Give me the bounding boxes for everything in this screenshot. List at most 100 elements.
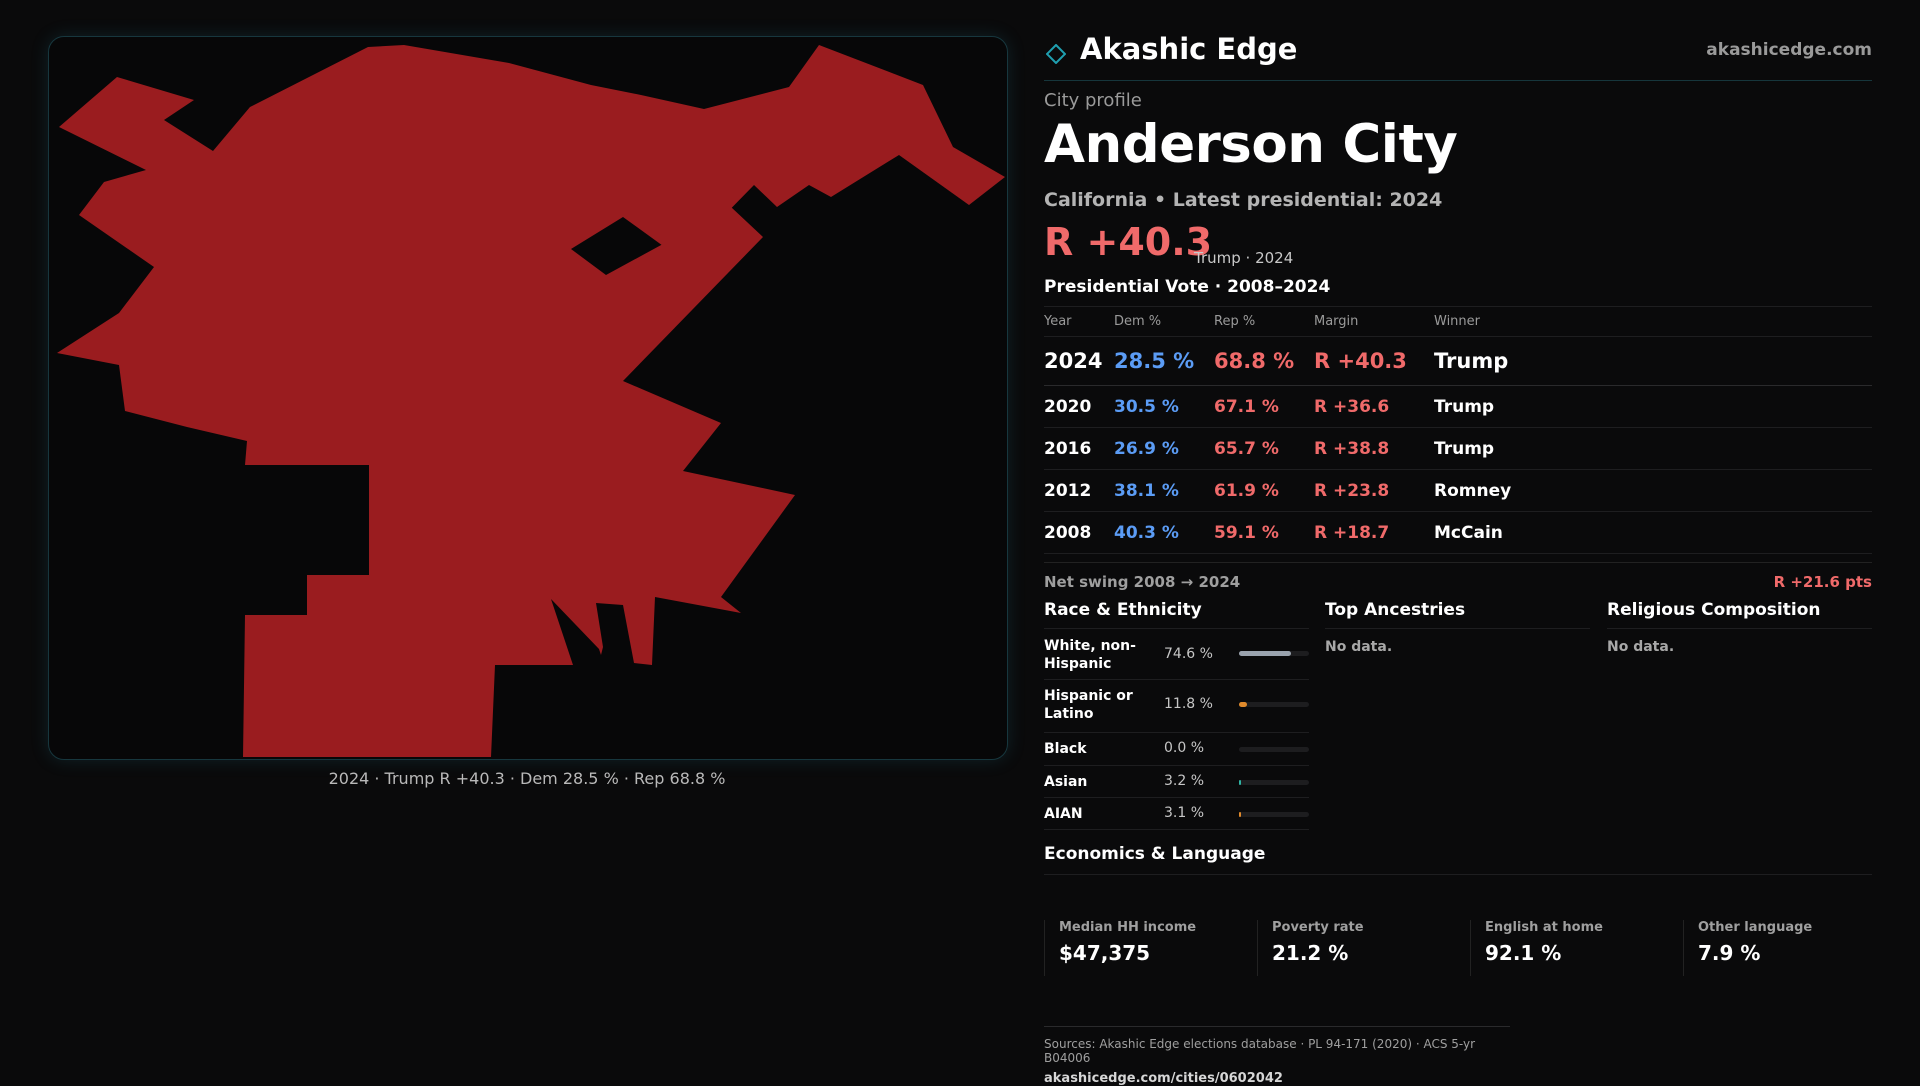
col-header-winner: Winner — [1434, 306, 1872, 337]
econ-label: English at home — [1485, 920, 1603, 935]
race-value: 11.8 % — [1164, 696, 1213, 712]
page-title: Anderson City — [1044, 114, 1458, 175]
race-bar-fill — [1239, 702, 1248, 707]
cell-winner: Trump — [1434, 385, 1872, 428]
econ-value: 7.9 % — [1698, 941, 1761, 965]
table-row: 2016 26.9 % 65.7 % R +38.8 Trump — [1044, 427, 1872, 470]
race-value: 0.0 % — [1164, 740, 1205, 756]
race-label: White, non-Hispanic — [1044, 638, 1136, 672]
cell-winner: McCain — [1434, 511, 1872, 554]
city-profile-panel: Akashic Edge akashicedge.com City profil… — [1044, 32, 1872, 1086]
cell-rep: 65.7 % — [1214, 427, 1314, 470]
cell-margin: R +38.8 — [1314, 427, 1434, 470]
ancestry-section: Top Ancestries No data. — [1325, 600, 1590, 655]
net-swing-value: R +21.6 pts — [1773, 573, 1872, 591]
econ-label: Other language — [1698, 920, 1813, 935]
race-bar-track — [1239, 747, 1309, 752]
race-section-title: Race & Ethnicity — [1044, 600, 1309, 629]
race-bar-track — [1239, 702, 1309, 707]
latest-margin: R +40.3 — [1044, 220, 1213, 264]
cell-winner: Trump — [1434, 427, 1872, 470]
cell-year: 2012 — [1044, 469, 1114, 512]
col-header-year: Year — [1044, 306, 1114, 337]
presidential-vote-table: Year Dem % Rep % Margin Winner 2024 28.5… — [1044, 306, 1872, 554]
table-row: 2024 28.5 % 68.8 % R +40.3 Trump — [1044, 336, 1872, 386]
col-header-rep: Rep % — [1214, 306, 1314, 337]
cell-dem: 38.1 % — [1114, 469, 1214, 512]
map-caption: 2024 · Trump R +40.3 · Dem 28.5 % · Rep … — [328, 769, 726, 788]
table-row: 2008 40.3 % 59.1 % R +18.7 McCain — [1044, 511, 1872, 554]
race-value: 3.1 % — [1164, 805, 1205, 821]
econ-value: 21.2 % — [1272, 941, 1349, 965]
ancestry-empty-text: No data. — [1325, 639, 1393, 655]
footer-url-link[interactable]: akashicedge.com/cities/0602042 — [1044, 1071, 1283, 1086]
econ-cell-english: English at home 92.1 % — [1470, 920, 1675, 976]
economics-section-title: Economics & Language — [1044, 844, 1872, 875]
econ-value: 92.1 % — [1485, 941, 1562, 965]
footer-sources: Sources: Akashic Edge elections database… — [1044, 1037, 1476, 1065]
race-section: Race & Ethnicity White, non-Hispanic 74.… — [1044, 600, 1309, 830]
cell-rep: 61.9 % — [1214, 469, 1314, 512]
cell-dem: 40.3 % — [1114, 511, 1214, 554]
race-label: Black — [1044, 741, 1087, 757]
table-header-row: Year Dem % Rep % Margin Winner — [1044, 306, 1872, 337]
cell-dem: 28.5 % — [1114, 336, 1214, 386]
brand-name[interactable]: Akashic Edge — [1080, 32, 1298, 66]
cell-dem: 26.9 % — [1114, 427, 1214, 470]
cell-year: 2016 — [1044, 427, 1114, 470]
cell-winner: Trump — [1434, 336, 1872, 386]
econ-label: Median HH income — [1059, 920, 1197, 935]
race-value: 74.6 % — [1164, 646, 1213, 662]
net-swing-label: Net swing 2008 → 2024 — [1044, 573, 1241, 591]
city-boundary-map[interactable] — [48, 36, 1008, 760]
race-row: Black 0.0 % — [1044, 733, 1309, 766]
race-bar-fill — [1239, 812, 1242, 817]
race-row: White, non-Hispanic 74.6 % — [1044, 629, 1309, 680]
city-boundary-svg — [57, 45, 1005, 757]
race-label: Hispanic or Latino — [1044, 688, 1133, 722]
race-bar-fill — [1239, 651, 1292, 656]
cell-year: 2008 — [1044, 511, 1114, 554]
cell-dem: 30.5 % — [1114, 385, 1214, 428]
cell-winner: Romney — [1434, 469, 1872, 512]
cell-year: 2024 — [1044, 336, 1114, 386]
cell-margin: R +36.6 — [1314, 385, 1434, 428]
col-header-dem: Dem % — [1114, 306, 1214, 337]
cell-rep: 68.8 % — [1214, 336, 1314, 386]
table-row: 2012 38.1 % 61.9 % R +23.8 Romney — [1044, 469, 1872, 512]
econ-cell-income: Median HH income $47,375 — [1044, 920, 1249, 976]
race-label: AIAN — [1044, 806, 1083, 822]
page-eyebrow: City profile — [1044, 90, 1142, 111]
race-value: 3.2 % — [1164, 773, 1205, 789]
latest-margin-note: Trump · 2024 — [1194, 249, 1294, 267]
religion-section: Religious Composition No data. — [1607, 600, 1872, 655]
brand-url-link[interactable]: akashicedge.com — [1706, 40, 1872, 60]
religion-section-title: Religious Composition — [1607, 600, 1872, 629]
econ-value: $47,375 — [1059, 941, 1151, 965]
ancestry-section-title: Top Ancestries — [1325, 600, 1590, 629]
page-footer: Sources: Akashic Edge elections database… — [1044, 1026, 1510, 1086]
econ-cell-other-language: Other language 7.9 % — [1683, 920, 1888, 976]
race-row: AIAN 3.1 % — [1044, 798, 1309, 830]
brand-header: Akashic Edge akashicedge.com — [1044, 32, 1872, 81]
race-bar-fill — [1239, 780, 1242, 785]
diamond-logo-icon — [1046, 44, 1066, 64]
cell-year: 2020 — [1044, 385, 1114, 428]
race-label: Asian — [1044, 774, 1088, 790]
cell-margin: R +23.8 — [1314, 469, 1434, 512]
race-row: Asian 3.2 % — [1044, 766, 1309, 798]
city-subtitle: California • Latest presidential: 2024 — [1044, 189, 1443, 211]
cell-margin: R +40.3 — [1314, 336, 1434, 386]
vote-table-title: Presidential Vote · 2008–2024 — [1044, 277, 1331, 297]
race-bar-track — [1239, 651, 1309, 656]
religion-empty-text: No data. — [1607, 639, 1675, 655]
econ-label: Poverty rate — [1272, 920, 1364, 935]
cell-margin: R +18.7 — [1314, 511, 1434, 554]
table-row: 2020 30.5 % 67.1 % R +36.6 Trump — [1044, 385, 1872, 428]
econ-cell-poverty: Poverty rate 21.2 % — [1257, 920, 1462, 976]
net-swing-row: Net swing 2008 → 2024 R +21.6 pts — [1044, 562, 1872, 591]
col-header-margin: Margin — [1314, 306, 1434, 337]
race-bar-track — [1239, 780, 1309, 785]
race-row: Hispanic or Latino 11.8 % — [1044, 680, 1309, 733]
cell-rep: 59.1 % — [1214, 511, 1314, 554]
